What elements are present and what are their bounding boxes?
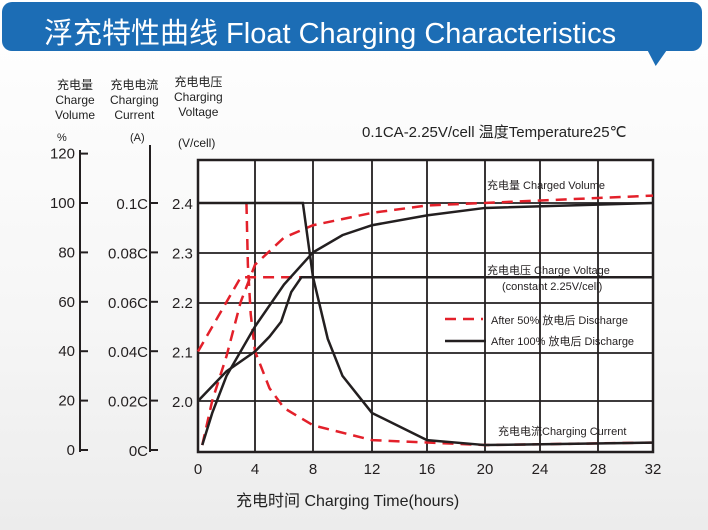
plot-frame: [196, 158, 655, 454]
voltage-unit: (V/cell): [178, 136, 216, 150]
current-tick-label: 0.1C: [116, 196, 148, 213]
voltage-tick-label: 2.2: [172, 295, 193, 312]
x-tick-label: 28: [590, 461, 607, 478]
voltage-tick-label: 2.3: [172, 246, 193, 263]
voltage-tick-label: 2.0: [172, 394, 193, 411]
current-tick-label: 0.02C: [108, 394, 148, 411]
series-current-after-100: [198, 201, 654, 447]
volume-tick-label: 80: [58, 244, 75, 261]
legend-label-after-100: After 100% 放电后 Discharge: [491, 334, 634, 348]
current-tick-label: 0C: [129, 443, 148, 460]
current-tick-label: 0.06C: [108, 295, 148, 312]
annotation-charged-volume: 充电量 Charged Volume: [487, 178, 605, 192]
x-tick-label: 24: [532, 461, 549, 478]
series-volume-after-100: [201, 201, 654, 446]
volume-axis-label: 充电量 Charge Volume: [55, 78, 96, 122]
voltage-tick-label: 2.4: [172, 196, 193, 213]
annotation-charging-current: 充电电流Charging Current: [498, 424, 626, 438]
x-axis-title: 充电时间 Charging Time(hours): [236, 493, 460, 510]
current-tick-label: 0.08C: [108, 245, 148, 262]
series-voltage-after-50: [196, 275, 306, 353]
annotation-voltage-note: (constant 2.25V/cell): [502, 281, 602, 293]
volume-tick-label: 120: [50, 146, 75, 163]
series-voltage-after-100: [197, 275, 653, 402]
annotation-charge-voltage: 充电电压 Charge Voltage: [487, 263, 610, 277]
title-banner: 浮充特性曲线 Float Charging Characteristics: [2, 2, 702, 51]
x-tick-label: 8: [309, 461, 317, 478]
voltage-tick-label: 2.1: [172, 345, 193, 362]
current-axis-label: 充电电流 Charging Current: [110, 78, 159, 122]
volume-tick-label: 60: [58, 294, 75, 311]
voltage-axis-label: 充电电压 Charging Voltage: [174, 75, 223, 119]
volume-unit: %: [57, 132, 67, 144]
volume-tick-label: 100: [50, 195, 75, 212]
x-tick-label: 20: [477, 461, 494, 478]
chart-title: 浮充特性曲线 Float Charging Characteristics: [44, 18, 617, 50]
volume-tick-label: 0: [67, 442, 75, 459]
volume-tick-label: 20: [58, 393, 75, 410]
volume-tick-label: 40: [58, 343, 75, 360]
current-unit: (A): [130, 132, 145, 144]
x-tick-label: 12: [364, 461, 381, 478]
test-condition: 0.1CA-2.25V/cell 温度Temperature25℃: [362, 124, 627, 141]
legend-label-after-50: After 50% 放电后 Discharge: [491, 313, 628, 327]
current-tick-label: 0.04C: [108, 344, 148, 361]
x-tick-label: 4: [251, 461, 259, 478]
x-tick-label: 32: [645, 461, 662, 478]
x-tick-label: 16: [419, 461, 436, 478]
x-tick-label: 0: [194, 461, 202, 478]
series-volume-after-50: [201, 194, 654, 446]
